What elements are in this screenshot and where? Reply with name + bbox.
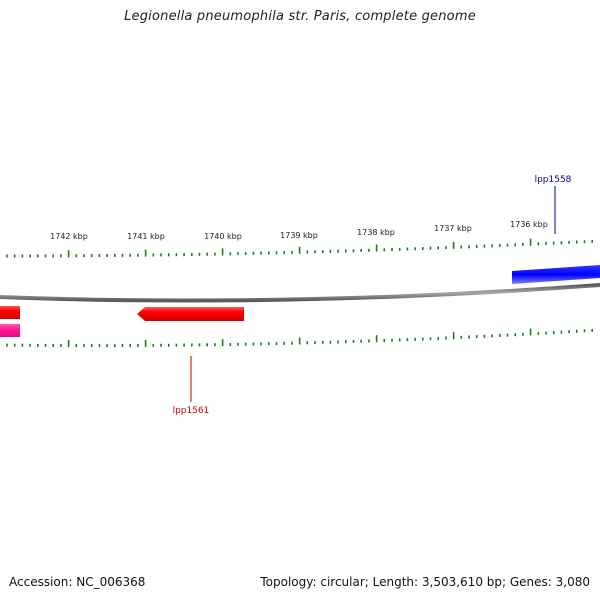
kbp-label: 1742 kbp xyxy=(50,232,88,241)
accession-text: Accession: NC_006368 xyxy=(9,575,146,589)
gene-label-lpp1558[interactable]: lpp1558 xyxy=(535,175,572,185)
gene-arrow-forward[interactable] xyxy=(512,265,600,284)
kbp-label: 1740 kbp xyxy=(204,232,242,241)
genome-title: Legionella pneumophila str. Paris, compl… xyxy=(124,9,476,24)
genome-backbone xyxy=(0,283,600,303)
gene-arrow-reverse[interactable] xyxy=(137,307,244,321)
outer-tick-track xyxy=(6,238,594,258)
gene-label-lpp1561[interactable]: lpp1561 xyxy=(173,406,210,416)
gene-arrow-reverse[interactable] xyxy=(0,306,20,319)
gene-left-pink[interactable] xyxy=(0,324,20,337)
gene-lpp1561[interactable] xyxy=(137,307,244,321)
kbp-label: 1737 kbp xyxy=(434,224,472,233)
kbp-label: 1739 kbp xyxy=(280,231,318,240)
kbp-label: 1741 kbp xyxy=(127,232,165,241)
kbp-label: 1736 kbp xyxy=(510,220,548,229)
gene-arrow-reverse[interactable] xyxy=(0,324,20,337)
kbp-label: 1738 kbp xyxy=(357,228,395,237)
gene-left-red[interactable] xyxy=(0,306,20,319)
inner-tick-track xyxy=(6,328,594,348)
gene-lpp1558[interactable] xyxy=(512,265,600,284)
genome-summary-text: Topology: circular; Length: 3,503,610 bp… xyxy=(260,575,590,589)
